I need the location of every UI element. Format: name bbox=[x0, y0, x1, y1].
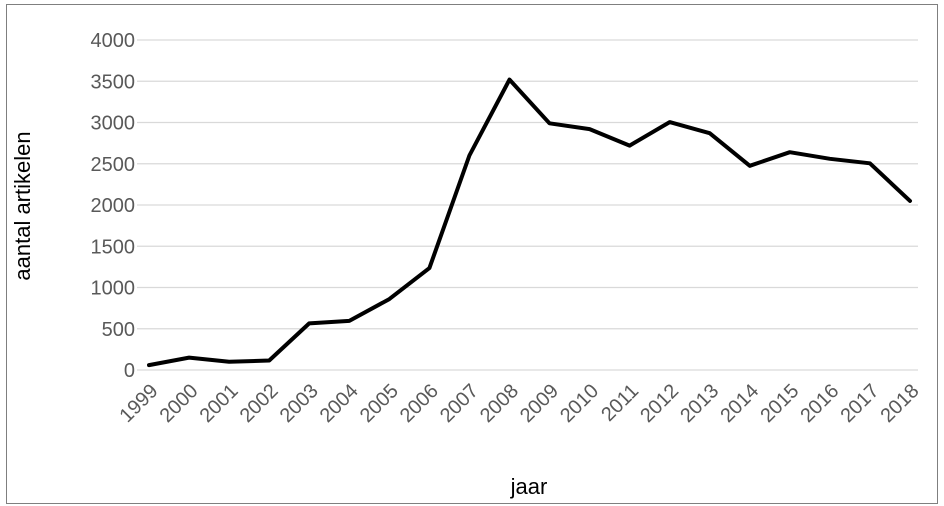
x-tick-label: 2007 bbox=[436, 380, 483, 427]
x-tick-labels: 1999200020012002200320042005200620072008… bbox=[116, 380, 924, 427]
y-tick-label: 3500 bbox=[91, 71, 136, 93]
x-tick-label: 2004 bbox=[316, 380, 363, 427]
x-tick-label: 2008 bbox=[476, 380, 523, 427]
y-tick-label: 500 bbox=[102, 319, 135, 341]
x-tick-label: 2017 bbox=[836, 380, 883, 427]
x-tick-label: 2009 bbox=[516, 380, 563, 427]
y-tick-label: 3000 bbox=[91, 113, 136, 135]
x-tick-label: 1999 bbox=[116, 380, 163, 427]
y-tick-label: 1000 bbox=[91, 278, 136, 300]
y-tick-label: 0 bbox=[124, 360, 135, 382]
x-tick-label: 2002 bbox=[236, 380, 283, 427]
x-tick-label: 2018 bbox=[877, 380, 924, 427]
y-tick-labels: 0 500 1000 1500 2000 2500 3000 3500 4000 bbox=[91, 30, 136, 382]
x-tick-label: 2011 bbox=[597, 380, 643, 426]
x-tick-label: 2013 bbox=[676, 380, 723, 427]
x-tick-label: 2001 bbox=[196, 380, 243, 427]
x-tick-label: 2005 bbox=[356, 380, 403, 427]
gridlines bbox=[137, 39, 918, 371]
x-axis-title: jaar bbox=[510, 474, 548, 499]
y-tick-label: 2500 bbox=[91, 154, 136, 176]
x-tick-label: 2003 bbox=[276, 380, 323, 427]
x-tick-label: 2006 bbox=[396, 380, 443, 427]
x-tick-label: 2016 bbox=[796, 380, 843, 427]
x-tick-label: 2014 bbox=[716, 380, 763, 427]
x-tick-label: 2000 bbox=[156, 380, 203, 427]
x-tick-label: 2012 bbox=[636, 380, 683, 427]
chart-frame bbox=[6, 4, 938, 504]
y-tick-label: 4000 bbox=[91, 30, 136, 52]
x-tick-label: 2015 bbox=[756, 380, 803, 427]
y-axis-title: aantal artikelen bbox=[10, 131, 35, 280]
y-tick-label: 2000 bbox=[91, 195, 136, 217]
series-line bbox=[147, 77, 912, 368]
y-tick-label: 1500 bbox=[91, 236, 136, 258]
x-tick-label: 2010 bbox=[556, 380, 603, 427]
